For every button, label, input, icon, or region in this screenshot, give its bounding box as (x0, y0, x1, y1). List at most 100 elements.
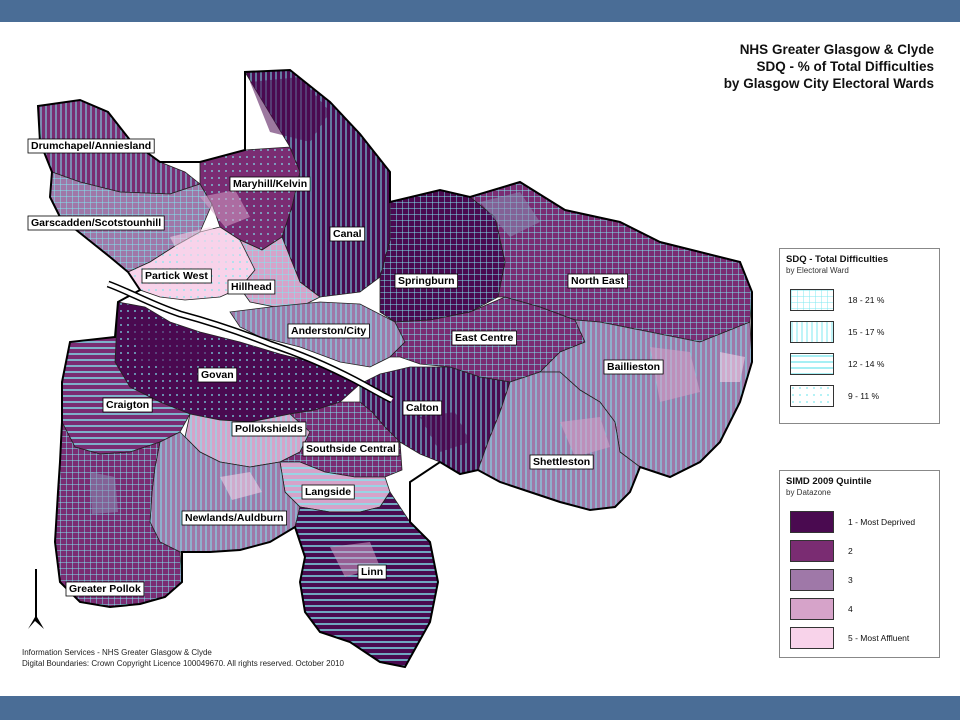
ward-label: Newlands/Auldburn (185, 512, 284, 524)
simd-legend-item: 2 (790, 540, 940, 564)
datazone-patch (560, 417, 610, 457)
datazone-patch (720, 352, 745, 382)
simd-legend-label: 4 (848, 604, 853, 614)
city-boundary (36, 68, 753, 669)
title-line-2: SDQ - % of Total Difficulties (756, 59, 934, 74)
ward-label-box (302, 441, 400, 457)
simd-legend-item: 1 - Most Deprived (790, 511, 940, 535)
ward-label: Pollokshields (235, 423, 303, 435)
ward-label: Govan (201, 369, 234, 381)
simd-legend-subtitle: by Datazone (786, 488, 831, 497)
ward-label: Linn (361, 566, 383, 578)
glasgow-ward-map: Drumchapel/Anniesland Garscadden/Scotstou… (27, 68, 753, 669)
simd-legend-label: 1 - Most Deprived (848, 517, 916, 527)
sdq-swatch-12-14 (790, 353, 834, 375)
simd-swatch (790, 540, 834, 562)
ward-label-box (102, 397, 153, 413)
datazone-patch (220, 472, 262, 500)
ward-label: Southside Central (306, 443, 396, 455)
ward-label: Partick West (145, 270, 208, 282)
ward-label-box (567, 273, 628, 289)
simd-swatch (790, 569, 834, 591)
ward-label: Drumchapel/Anniesland (31, 140, 151, 152)
north-arrow-icon (28, 569, 44, 629)
simd-legend-label: 5 - Most Affluent (848, 633, 910, 643)
simd-legend-item: 4 (790, 598, 940, 622)
ward-label-box (229, 176, 311, 192)
city-outline (36, 68, 753, 669)
ward-label-box (357, 564, 387, 580)
sdq-legend-item: 9 - 11 % (790, 385, 940, 409)
ward-label: Canal (333, 228, 362, 240)
datazone-patch (90, 472, 118, 514)
simd-swatch (790, 511, 834, 533)
sdq-legend-label: 18 - 21 % (848, 295, 885, 305)
ward-pattern (279, 401, 403, 478)
ward-label: Maryhill/Kelvin (233, 178, 307, 190)
ward-label-box (65, 581, 145, 597)
ward-label: Calton (406, 402, 439, 414)
map-title: NHS Greater Glasgow & Clyde SDQ - % of T… (724, 41, 934, 92)
credits: Information Services - NHS Greater Glasg… (22, 647, 344, 669)
sdq-legend-label: 9 - 11 % (848, 391, 880, 401)
slide: NHS Greater Glasgow & Clyde SDQ - % of T… (0, 22, 960, 696)
ward-label: Shettleston (533, 456, 590, 468)
ward-label-box (451, 330, 517, 346)
sdq-legend-title: SDQ - Total Difficulties (786, 254, 889, 265)
sdq-legend: SDQ - Total Difficulties by Electoral Wa… (779, 248, 940, 424)
simd-legend-label: 2 (848, 546, 853, 556)
ward-label-box (529, 454, 594, 470)
simd-legend-title: SIMD 2009 Quintile (786, 476, 872, 487)
sdq-legend-subtitle: by Electoral Ward (786, 266, 849, 275)
river-clyde (106, 280, 394, 404)
simd-swatch (790, 627, 834, 649)
ward-label: Greater Pollok (69, 583, 141, 595)
sdq-legend-item: 12 - 14 % (790, 353, 940, 377)
top-band (0, 0, 960, 22)
sdq-legend-item: 18 - 21 % (790, 289, 940, 313)
ward-label-box (231, 421, 307, 437)
sdq-legend-label: 12 - 14 % (848, 359, 885, 369)
simd-legend-item: 5 - Most Affluent (790, 627, 940, 651)
ward-label-box (27, 138, 155, 154)
simd-legend-item: 3 (790, 569, 940, 593)
credits-line-2: Digital Boundaries: Crown Copyright Lice… (22, 659, 344, 668)
datazone-patch (200, 190, 250, 227)
sdq-swatch-9-11 (790, 385, 834, 407)
ward-label: Springburn (398, 275, 455, 287)
ward-pattern (294, 491, 439, 668)
sdq-legend-item: 15 - 17 % (790, 321, 940, 345)
ward-label-box (197, 367, 238, 383)
datazone-patch (420, 412, 470, 452)
ward-label: North East (571, 275, 625, 287)
ward-label: Hillhead (231, 281, 272, 293)
ward-label-box (603, 359, 664, 375)
sdq-swatch-15-17 (790, 321, 834, 343)
ward-label: Craigton (106, 399, 149, 411)
ward-labels: Drumchapel/Anniesland Garscadden/Scotstou… (27, 138, 664, 597)
title-line-3: by Glasgow City Electoral Wards (723, 76, 934, 91)
ward-label: East Centre (455, 332, 514, 344)
ward-label: Baillieston (607, 361, 660, 373)
datazone-patch (250, 77, 330, 142)
bottom-band (0, 696, 960, 720)
ward-label-box (27, 215, 165, 231)
ward-label-box (141, 268, 212, 284)
ward-label: Garscadden/Scotstounhill (31, 217, 161, 229)
ward-label-box (301, 484, 355, 500)
ward-label-box (394, 273, 458, 289)
ward-label-box (287, 323, 370, 339)
simd-legend-label: 3 (848, 575, 853, 585)
ward-label: Anderston/City (291, 325, 366, 337)
sdq-swatch-18-21 (790, 289, 834, 311)
ward-label-box (227, 279, 276, 295)
title-line-1: NHS Greater Glasgow & Clyde (739, 42, 934, 57)
sdq-legend-label: 15 - 17 % (848, 327, 885, 337)
datazone-patch (130, 322, 210, 372)
ward-label: Langside (305, 486, 351, 498)
ward-label-box (181, 510, 287, 526)
simd-legend: SIMD 2009 Quintile by Datazone 1 - Most … (779, 470, 940, 658)
river-line (107, 282, 393, 402)
simd-swatch (790, 598, 834, 620)
credits-line-1: Information Services - NHS Greater Glasg… (22, 648, 212, 657)
